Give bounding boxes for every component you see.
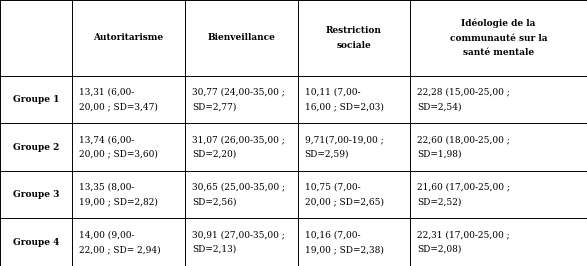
Text: 22,28 (15,00-25,00 ;
SD=2,54): 22,28 (15,00-25,00 ; SD=2,54) [417,88,510,111]
Text: 13,31 (6,00-
20,00 ; SD=3,47): 13,31 (6,00- 20,00 ; SD=3,47) [79,88,158,111]
Text: Autoritarisme: Autoritarisme [93,34,164,42]
Text: 13,74 (6,00-
20,00 ; SD=3,60): 13,74 (6,00- 20,00 ; SD=3,60) [79,135,158,159]
Text: 21,60 (17,00-25,00 ;
SD=2,52): 21,60 (17,00-25,00 ; SD=2,52) [417,183,510,206]
Text: 14,00 (9,00-
22,00 ; SD= 2,94): 14,00 (9,00- 22,00 ; SD= 2,94) [79,230,161,254]
Text: 10,11 (7,00-
16,00 ; SD=2,03): 10,11 (7,00- 16,00 ; SD=2,03) [305,88,383,111]
Text: Restriction
sociale: Restriction sociale [326,26,382,50]
Text: 30,91 (27,00-35,00 ;
SD=2,13): 30,91 (27,00-35,00 ; SD=2,13) [192,230,285,254]
Text: Groupe 2: Groupe 2 [13,143,59,152]
Text: 22,31 (17,00-25,00 ;
SD=2,08): 22,31 (17,00-25,00 ; SD=2,08) [417,230,510,254]
Text: 10,75 (7,00-
20,00 ; SD=2,65): 10,75 (7,00- 20,00 ; SD=2,65) [305,183,384,206]
Text: Groupe 3: Groupe 3 [13,190,59,199]
Text: Bienveillance: Bienveillance [207,34,275,42]
Text: Groupe 4: Groupe 4 [13,238,59,247]
Text: 30,77 (24,00-35,00 ;
SD=2,77): 30,77 (24,00-35,00 ; SD=2,77) [192,88,285,111]
Text: 10,16 (7,00-
19,00 ; SD=2,38): 10,16 (7,00- 19,00 ; SD=2,38) [305,230,383,254]
Text: 22,60 (18,00-25,00 ;
SD=1,98): 22,60 (18,00-25,00 ; SD=1,98) [417,135,510,159]
Text: 31,07 (26,00-35,00 ;
SD=2,20): 31,07 (26,00-35,00 ; SD=2,20) [192,135,285,159]
Text: 9,71(7,00-19,00 ;
SD=2,59): 9,71(7,00-19,00 ; SD=2,59) [305,135,383,159]
Text: 30,65 (25,00-35,00 ;
SD=2,56): 30,65 (25,00-35,00 ; SD=2,56) [192,183,285,206]
Text: Groupe 1: Groupe 1 [13,95,59,104]
Text: Idéologie de la
communauté sur la
santé mentale: Idéologie de la communauté sur la santé … [450,19,548,57]
Text: 13,35 (8,00-
19,00 ; SD=2,82): 13,35 (8,00- 19,00 ; SD=2,82) [79,183,158,206]
